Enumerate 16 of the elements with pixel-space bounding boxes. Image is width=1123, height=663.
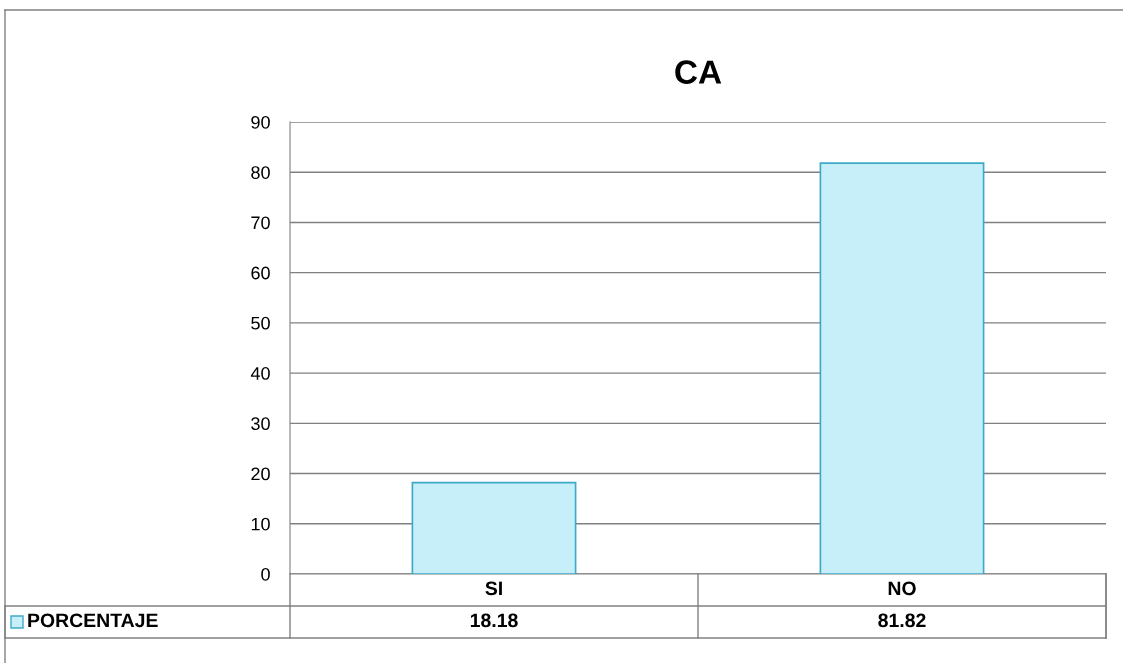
y-tick-label: 30 <box>251 417 270 431</box>
x-tick-label: NO <box>888 581 916 596</box>
y-tick-label: 80 <box>251 166 270 179</box>
y-tick-label: 60 <box>251 266 270 280</box>
y-tick-label: 70 <box>251 216 270 230</box>
legend-label: PORCENTAJE <box>28 613 158 628</box>
data-label: 18.18 <box>470 613 518 628</box>
y-tick-label: 10 <box>251 517 270 531</box>
chart-title: CA <box>675 60 722 84</box>
x-tick-label: SI <box>485 581 502 596</box>
y-tick-label: 0 <box>261 567 270 581</box>
y-tick-label: 20 <box>251 467 270 481</box>
y-tick-label: 90 <box>251 115 270 129</box>
y-tick-label: 40 <box>250 367 270 380</box>
data-label: 81.82 <box>878 613 926 628</box>
y-tick-label: 50 <box>251 316 270 330</box>
